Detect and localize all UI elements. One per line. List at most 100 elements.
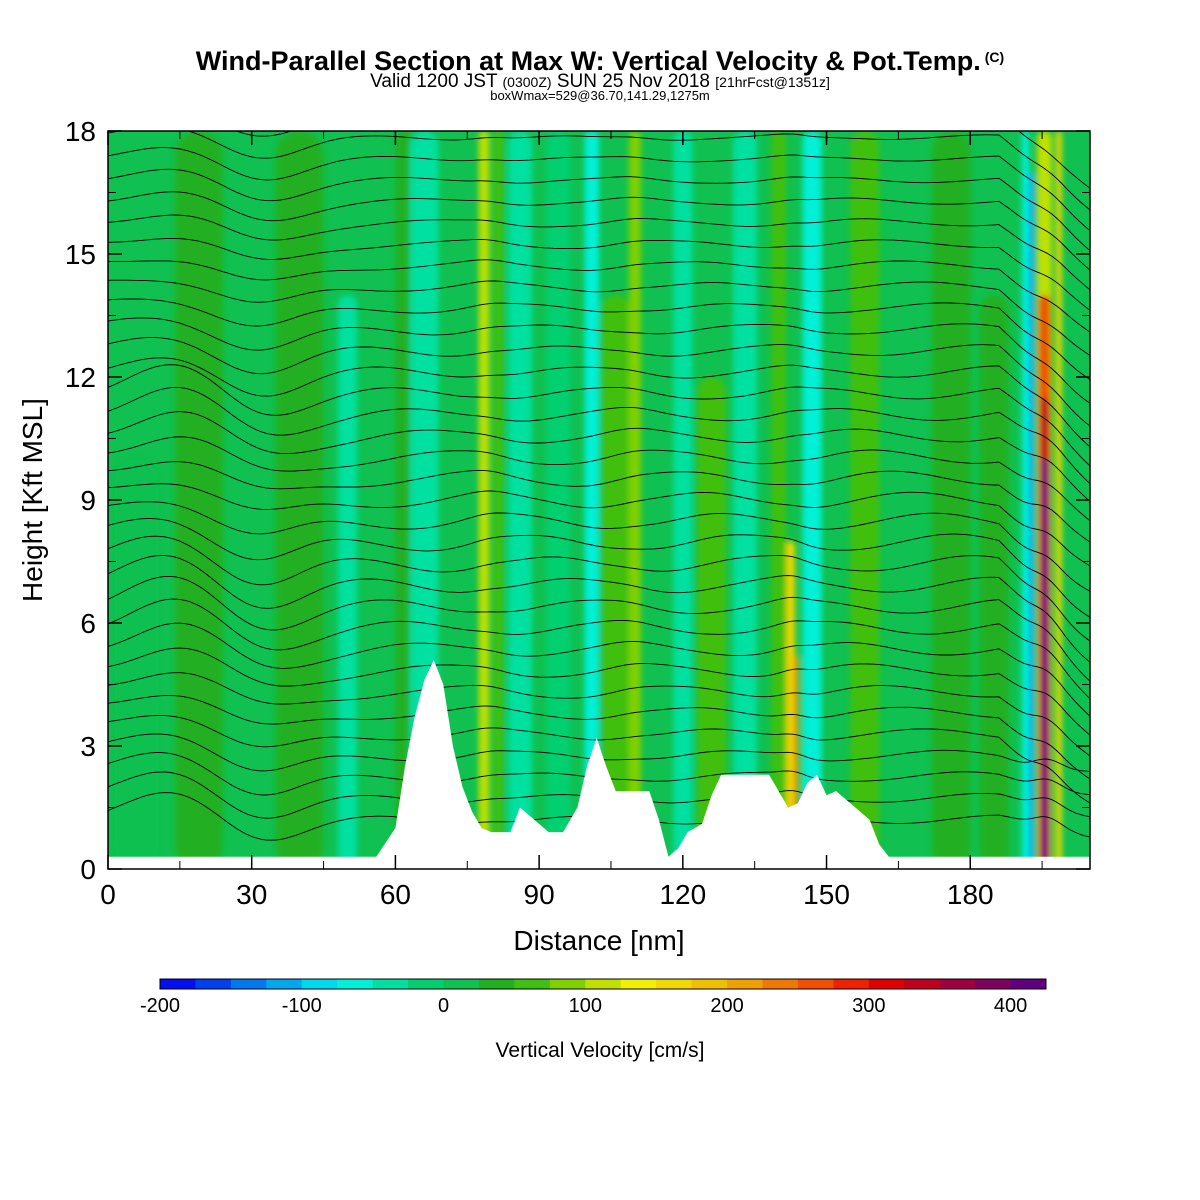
colorbar-swatch [266,979,303,989]
w-band-14 [697,377,726,869]
theta-contour-8 [108,622,1090,717]
colorbar-swatch [160,979,196,989]
colorbar-swatch [939,979,976,989]
colorbar-swatch [337,979,374,989]
theta-contour-14 [108,501,1090,592]
theta-contour-27 [108,238,1090,311]
theta-contour-6 [108,672,1090,757]
w-band-18 [771,131,786,869]
theta-contour-17 [108,436,1090,522]
colorbar-swatch [549,979,586,989]
colorbar-swatch [301,979,338,989]
chart-title: Wind-Parallel Section at Max W: Vertical… [0,42,1200,76]
colorbar-label: 300 [852,995,885,1017]
colorbar-label: -200 [140,995,180,1017]
theta-contour-7 [108,647,1090,736]
y-tick-label: 18 [65,116,96,147]
theta-contour-5 [108,695,1090,780]
x-tick-label: 90 [524,879,555,910]
x-tick-label: 30 [236,879,267,910]
title-mark: (C) [984,49,1005,65]
w-band-28 [1021,131,1029,869]
w-band-10 [584,131,599,869]
w-band-29 [1055,131,1062,869]
w-band-6 [478,131,490,869]
y-tick-label: 9 [80,485,96,516]
x-tick-label: 60 [380,879,411,910]
colorbar-swatch [195,979,232,989]
theta-contour-13 [108,518,1090,618]
colorbar-swatch [797,979,834,989]
chart-title-text: Wind-Parallel Section at Max W: Vertical… [195,46,981,76]
theta-contour-21 [108,357,1090,448]
w-band-26 [1041,459,1049,869]
w-band-19 [802,131,822,869]
colorbar-frame [159,978,1047,990]
colorbar-swatch [372,979,409,989]
colorbar-swatch [833,979,870,989]
x-tick-label: 120 [659,879,706,910]
colorbar-swatch [585,979,622,989]
theta-contour-26 [108,259,1090,333]
w-band-9 [546,131,571,869]
y-axis-label: Height [Kft MSL] [17,398,48,602]
colorbar-swatch [868,979,905,989]
colorbar-label: 100 [569,995,602,1017]
colorbar-swatch [762,979,799,989]
theta-contour-12 [108,535,1090,642]
w-band-15 [733,131,758,869]
theta-contour-11 [108,554,1090,663]
forecast-hour: [21hrFcst@1351z] [715,74,830,90]
theta-contour-23 [108,317,1090,404]
w-band-8 [507,131,532,869]
y-tick-label: 12 [65,362,96,393]
w-band-12 [628,131,641,869]
colorbar-label: -100 [282,995,322,1017]
theta-contour-28 [108,214,1090,291]
theta-contour-9 [108,598,1090,700]
w-band-7 [493,131,504,869]
box-wmax-line: boxWmax=529@36.70,141.29,1275m [490,88,710,103]
colorbar-swatch [443,979,480,989]
theta-contour-4 [108,714,1090,804]
colorbar-swatch [514,979,551,989]
w-band-21 [931,131,971,869]
x-tick-label: 180 [947,879,994,910]
x-axis-label: Distance [nm] [513,925,684,956]
valid-time-utc: (0300Z) [502,74,552,90]
colorbar-label: 0 [438,995,449,1017]
theta-contour-22 [108,336,1090,427]
y-tick-label: 15 [65,239,96,270]
colorbar-swatch [1010,979,1047,989]
theta-contour-19 [108,386,1090,485]
colorbar-title: Vertical Velocity [cm/s] [496,1039,705,1062]
theta-contour-25 [108,279,1090,356]
w-band-0 [115,459,159,869]
w-band-3 [337,295,358,869]
valid-date: SUN 25 Nov 2018 [556,71,710,92]
y-tick-label: 3 [80,731,96,762]
w-band-11 [601,295,631,869]
theta-contour-18 [108,411,1090,502]
plot-area [107,130,1091,870]
theta-contour-15 [108,483,1090,567]
colorbar-label: 200 [710,995,743,1017]
colorbar-swatch [691,979,728,989]
colorbar-swatch [975,979,1012,989]
theta-contour-33 [235,131,1090,189]
y-tick-label: 6 [80,608,96,639]
valid-time-line: Valid 1200 JST (0300Z) SUN 25 Nov 2018 [… [0,72,1200,92]
theta-contour-29 [108,191,1090,271]
theta-contour-32 [108,131,1090,211]
colorbar-swatch [408,979,445,989]
theta-contour-10 [108,575,1090,682]
w-band-1 [175,131,223,869]
x-tick-label: 0 [100,879,116,910]
colorbar-swatch [230,979,267,989]
colorbar-swatch [727,979,763,989]
colorbar-swatch [620,979,657,989]
theta-contour-20 [108,364,1090,467]
theta-contour-16 [108,461,1090,543]
theta-contour-30 [108,168,1090,252]
